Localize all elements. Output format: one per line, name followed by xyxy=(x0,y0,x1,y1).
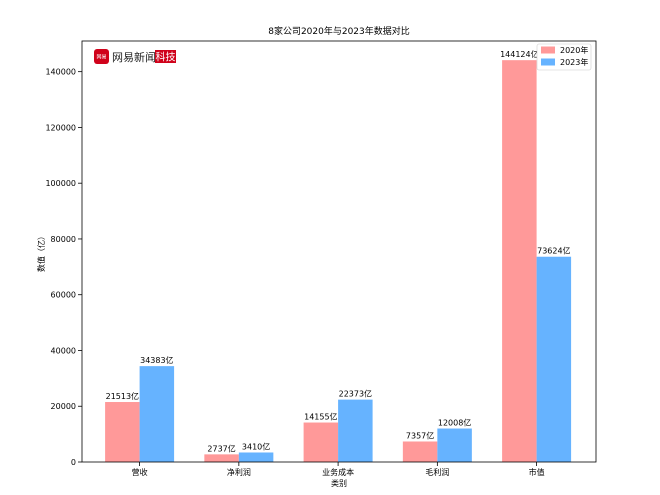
y-tick-label: 20000 xyxy=(51,402,76,411)
netease-logo-icon xyxy=(94,49,109,64)
legend-label-2020: 2020年 xyxy=(560,45,588,55)
y-tick-label: 100000 xyxy=(45,179,76,188)
bar-2023 xyxy=(139,366,175,462)
data-label: 22373亿 xyxy=(339,389,372,399)
logo-mark-text: 网易 xyxy=(96,55,106,61)
x-tick-label: 营收 xyxy=(132,467,148,477)
data-label: 144124亿 xyxy=(500,49,539,59)
y-axis-title: 数值（亿） xyxy=(36,232,46,272)
y-tick-label: 80000 xyxy=(51,235,76,244)
bar-2020 xyxy=(502,60,537,462)
data-label: 12008亿 xyxy=(438,418,471,428)
x-tick-label: 净利润 xyxy=(227,467,251,477)
y-tick-label: 140000 xyxy=(45,68,76,77)
data-label: 73624亿 xyxy=(537,246,570,256)
bar-2020 xyxy=(303,422,339,462)
logo-tag-bg xyxy=(155,50,176,63)
y-tick-label: 120000 xyxy=(45,123,76,132)
logo-name: 网易新闻 xyxy=(112,50,156,64)
data-label: 7357亿 xyxy=(406,430,434,440)
data-label: 21513亿 xyxy=(106,391,139,401)
bar-2023 xyxy=(437,428,472,462)
bar-2023 xyxy=(536,256,572,462)
bar-2020 xyxy=(204,454,239,462)
bar-2023 xyxy=(238,452,274,462)
legend-swatch-2023 xyxy=(541,58,555,66)
legend: 2020年 2023年 xyxy=(536,43,592,71)
x-tick-label: 市值 xyxy=(529,467,545,477)
legend-swatch-2020 xyxy=(541,46,555,54)
watermark-logo: 网易 网易新闻 科技 xyxy=(94,49,176,64)
data-label: 3410亿 xyxy=(242,441,270,451)
legend-label-2023: 2023年 xyxy=(560,57,588,67)
bar-2020 xyxy=(105,402,140,462)
y-tick-label: 0 xyxy=(71,458,76,467)
data-label: 2737亿 xyxy=(207,443,235,453)
x-axis-title: 类别 xyxy=(331,478,347,488)
bar-2020 xyxy=(402,441,438,462)
x-tick-label: 业务成本 xyxy=(322,467,354,477)
plot-frame xyxy=(81,40,597,463)
plot-area: 0 20000 40000 60000 80000 100000 120000 140000 营… xyxy=(45,49,572,477)
data-label: 14155亿 xyxy=(304,412,337,422)
y-tick-label: 60000 xyxy=(51,291,76,300)
bar-2023 xyxy=(338,399,373,462)
x-tick-label: 毛利润 xyxy=(425,467,449,477)
y-tick-label: 40000 xyxy=(51,346,76,355)
chart-title: 8家公司2020年与2023年数据对比 xyxy=(268,25,410,37)
logo-tag: 科技 xyxy=(156,51,176,64)
data-label: 34383亿 xyxy=(140,355,173,365)
